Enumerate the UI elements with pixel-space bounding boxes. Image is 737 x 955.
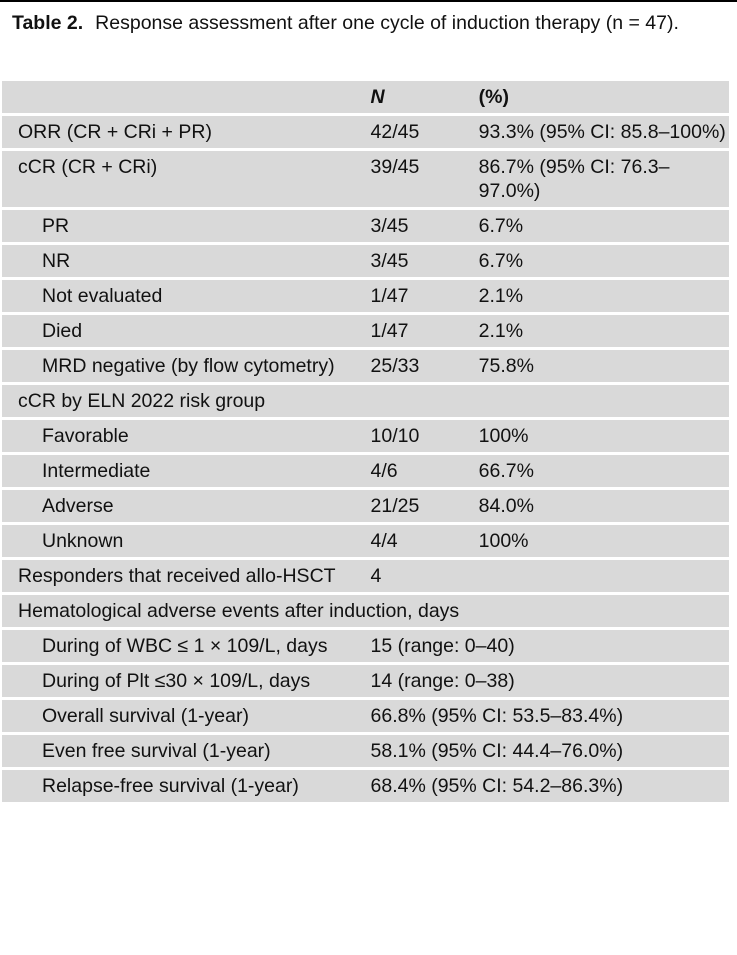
table-row: Hematological adverse events after induc… xyxy=(2,595,729,627)
row-percent-cell xyxy=(478,385,729,417)
table-label: Table 2. xyxy=(12,12,84,34)
table-row: Died 1/47 2.1% xyxy=(2,315,729,347)
row-percent-cell: 100% xyxy=(478,525,729,557)
row-label-cell: Adverse xyxy=(2,490,369,522)
row-percent-cell: 93.3% (95% CI: 85.8–100%) xyxy=(478,116,729,148)
row-label-cell: cCR (CR + CRi) xyxy=(2,151,369,207)
table-row: Intermediate 4/6 66.7% xyxy=(2,455,729,487)
row-label-cell: Even free survival (1-year) xyxy=(2,735,369,767)
table-row: NR 3/45 6.7% xyxy=(2,245,729,277)
top-rule xyxy=(0,0,737,2)
table-row: Even free survival (1-year) 58.1% (95% CI… xyxy=(2,735,729,767)
row-n-cell: 39/45 xyxy=(368,151,479,207)
table-row: Unknown 4/4 100% xyxy=(2,525,729,557)
row-n-cell: 1/47 xyxy=(368,280,479,312)
row-n-cell: 21/25 xyxy=(368,490,479,522)
table-row: Responders that received allo-HSCT 4 xyxy=(2,560,729,592)
row-label-cell: Intermediate xyxy=(2,455,369,487)
row-value-cell: 66.8% (95% CI: 53.5–83.4%) xyxy=(368,700,729,732)
table-row: During of WBC ≤ 1 × 109/L, days 15 (range… xyxy=(2,630,729,662)
row-label-cell: cCR by ELN 2022 risk group xyxy=(2,385,369,417)
header-percent: (%) xyxy=(478,81,729,113)
header-n: N xyxy=(368,81,479,113)
row-label-cell: Died xyxy=(2,315,369,347)
row-value-cell: 14 (range: 0–38) xyxy=(368,665,729,697)
row-n-cell: 1/47 xyxy=(368,315,479,347)
table-row: During of Plt ≤30 × 109/L, days 14 (range… xyxy=(2,665,729,697)
row-percent-cell: 6.7% xyxy=(478,210,729,242)
table-title: Response assessment after one cycle of i… xyxy=(95,12,679,34)
table-row: Adverse 21/25 84.0% xyxy=(2,490,729,522)
row-label-cell: PR xyxy=(2,210,369,242)
row-n-cell: 4/6 xyxy=(368,455,479,487)
row-label-cell: Responders that received allo-HSCT xyxy=(2,560,369,592)
row-n-cell: 3/45 xyxy=(368,210,479,242)
row-n-cell: 42/45 xyxy=(368,116,479,148)
response-table: N (%) ORR (CR + CRi + PR) 42/45 93.3% (95%… xyxy=(2,78,729,805)
row-label-cell: Not evaluated xyxy=(2,280,369,312)
row-percent-cell: 2.1% xyxy=(478,280,729,312)
table-caption: Table 2. Response assessment after one cy… xyxy=(12,10,727,37)
row-label-cell: During of Plt ≤30 × 109/L, days xyxy=(2,665,369,697)
row-label-cell: Relapse-free survival (1-year) xyxy=(2,770,369,802)
table-row: Not evaluated 1/47 2.1% xyxy=(2,280,729,312)
table-row: Favorable 10/10 100% xyxy=(2,420,729,452)
row-percent-cell: 100% xyxy=(478,420,729,452)
row-n-cell: 10/10 xyxy=(368,420,479,452)
row-n-cell: 4/4 xyxy=(368,525,479,557)
table-row: PR 3/45 6.7% xyxy=(2,210,729,242)
table-row: cCR (CR + CRi) 39/45 86.7% (95% CI: 76.3–9… xyxy=(2,151,729,207)
table-row: Overall survival (1-year) 66.8% (95% CI: … xyxy=(2,700,729,732)
row-value-cell: 68.4% (95% CI: 54.2–86.3%) xyxy=(368,770,729,802)
table-header-row: N (%) xyxy=(2,81,729,113)
row-label-cell: Favorable xyxy=(2,420,369,452)
row-value-cell: 58.1% (95% CI: 44.4–76.0%) xyxy=(368,735,729,767)
row-percent-cell xyxy=(478,560,729,592)
row-percent-cell: 2.1% xyxy=(478,315,729,347)
row-label-cell: MRD negative (by flow cytometry) xyxy=(2,350,369,382)
row-label-cell: Overall survival (1-year) xyxy=(2,700,369,732)
row-percent-cell: 6.7% xyxy=(478,245,729,277)
row-percent-cell: 66.7% xyxy=(478,455,729,487)
table-row: MRD negative (by flow cytometry) 25/33 75.… xyxy=(2,350,729,382)
header-label-cell xyxy=(2,81,369,113)
row-n-cell: 25/33 xyxy=(368,350,479,382)
row-percent-cell: 84.0% xyxy=(478,490,729,522)
table-row: cCR by ELN 2022 risk group xyxy=(2,385,729,417)
row-n-cell: 3/45 xyxy=(368,245,479,277)
row-n-cell xyxy=(368,385,479,417)
table-row: ORR (CR + CRi + PR) 42/45 93.3% (95% CI: 8… xyxy=(2,116,729,148)
row-label-cell: Unknown xyxy=(2,525,369,557)
table-row: Relapse-free survival (1-year) 68.4% (95%… xyxy=(2,770,729,802)
row-percent-cell: 86.7% (95% CI: 76.3–97.0%) xyxy=(478,151,729,207)
row-value-cell: 15 (range: 0–40) xyxy=(368,630,729,662)
row-percent-cell: 75.8% xyxy=(478,350,729,382)
row-label-cell: ORR (CR + CRi + PR) xyxy=(2,116,369,148)
row-n-cell: 4 xyxy=(368,560,479,592)
row-label-cell: NR xyxy=(2,245,369,277)
row-label-cell: During of WBC ≤ 1 × 109/L, days xyxy=(2,630,369,662)
section-heading-cell: Hematological adverse events after induc… xyxy=(2,595,729,627)
